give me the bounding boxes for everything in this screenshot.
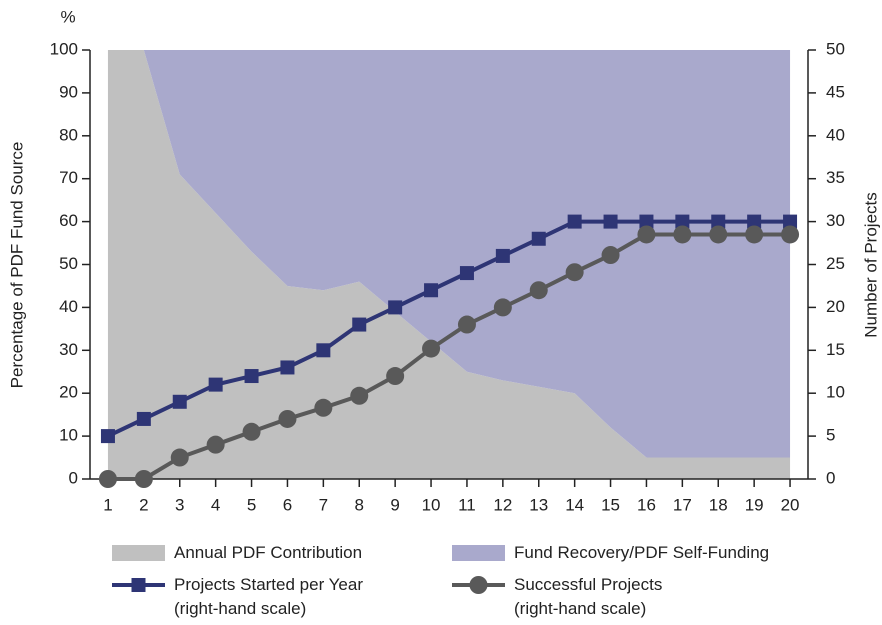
legend-label: Annual PDF Contribution <box>174 543 363 562</box>
point <box>134 470 153 488</box>
point <box>136 411 151 426</box>
point <box>673 225 692 244</box>
point <box>172 394 187 409</box>
y2-axis-label: Number of Projects <box>861 192 880 338</box>
y-axis-label: Percentage of PDF Fund Source <box>7 142 26 389</box>
y-tick-label: 90 <box>59 82 78 101</box>
point <box>388 300 403 315</box>
y2-tick-label: 0 <box>826 468 835 487</box>
point <box>565 263 584 282</box>
legend-swatch <box>112 545 165 561</box>
y-unit: % <box>60 7 75 26</box>
y-tick-label: 40 <box>59 297 78 316</box>
x-tick-label: 14 <box>565 495 584 514</box>
y2-tick-label: 30 <box>826 211 845 230</box>
y-tick-label: 10 <box>59 426 78 445</box>
point <box>422 339 441 358</box>
y2-tick-label: 25 <box>826 254 845 273</box>
point <box>675 214 690 229</box>
x-tick-label: 17 <box>673 495 692 514</box>
area <box>107 50 791 479</box>
point <box>745 225 764 244</box>
y2-tick-label: 45 <box>826 82 845 101</box>
x-tick-label: 3 <box>175 495 184 514</box>
x-tick-label: 6 <box>283 495 292 514</box>
point <box>206 435 225 454</box>
point <box>100 429 115 444</box>
x-tick-label: 13 <box>529 495 548 514</box>
y-tick-label: 60 <box>59 211 78 230</box>
x-tick-label: 15 <box>601 495 620 514</box>
y-tick-label: 70 <box>59 168 78 187</box>
point <box>783 214 798 229</box>
x-tick-label: 8 <box>355 495 364 514</box>
legend-swatch <box>452 545 505 561</box>
y2-tick-label: 40 <box>826 125 845 144</box>
point <box>208 377 223 392</box>
legend-marker <box>469 576 488 594</box>
x-tick-label: 11 <box>458 495 476 514</box>
y-tick-label: 0 <box>69 468 78 487</box>
point <box>457 315 476 334</box>
x-tick-label: 19 <box>745 495 764 514</box>
y2-tick-label: 50 <box>826 39 845 58</box>
y2-tick-label: 5 <box>826 426 835 445</box>
point <box>386 367 405 386</box>
point <box>709 225 728 244</box>
point <box>781 225 800 244</box>
y-tick-label: 30 <box>59 340 78 359</box>
x-tick-label: 9 <box>390 495 399 514</box>
point <box>603 214 618 229</box>
point <box>352 317 367 332</box>
point <box>601 246 620 265</box>
point <box>747 214 762 229</box>
x-tick-label: 2 <box>139 495 148 514</box>
x-tick-label: 16 <box>637 495 656 514</box>
x-tick-label: 18 <box>709 495 728 514</box>
legend-marker <box>131 578 146 592</box>
point <box>711 214 726 229</box>
point <box>495 248 510 263</box>
point <box>244 369 259 384</box>
x-tick-label: 1 <box>103 495 112 514</box>
point <box>639 214 654 229</box>
x-tick-label: 5 <box>247 495 256 514</box>
x-tick-label: 20 <box>781 495 800 514</box>
point <box>424 283 439 298</box>
point <box>98 470 117 488</box>
y2-tick-label: 15 <box>826 340 845 359</box>
y-tick-label: 20 <box>59 383 78 402</box>
point <box>278 409 297 428</box>
legend-label: Fund Recovery/PDF Self-Funding <box>514 543 770 562</box>
y-tick-label: 50 <box>59 254 78 273</box>
point <box>531 231 546 246</box>
y-tick-label: 80 <box>59 125 78 144</box>
x-tick-label: 12 <box>493 495 512 514</box>
y2-tick-label: 35 <box>826 168 845 187</box>
x-tick-label: 4 <box>211 495 220 514</box>
point <box>170 448 189 467</box>
y2-tick-label: 20 <box>826 297 845 316</box>
point <box>637 225 656 244</box>
point <box>350 386 369 405</box>
area <box>107 50 791 458</box>
point <box>567 214 582 229</box>
point <box>280 360 295 375</box>
x-tick-label: 10 <box>422 495 441 514</box>
legend-label: Projects Started per Year (right-hand sc… <box>174 575 364 618</box>
point <box>316 343 331 358</box>
point <box>459 266 474 281</box>
point <box>493 298 512 317</box>
x-tick-label: 7 <box>319 495 328 514</box>
point <box>242 422 261 441</box>
y-tick-label: 100 <box>50 39 78 58</box>
point <box>314 398 333 417</box>
legend-label: Successful Projects (right-hand scale) <box>514 575 663 618</box>
y2-tick-label: 10 <box>826 383 845 402</box>
point <box>529 281 548 300</box>
